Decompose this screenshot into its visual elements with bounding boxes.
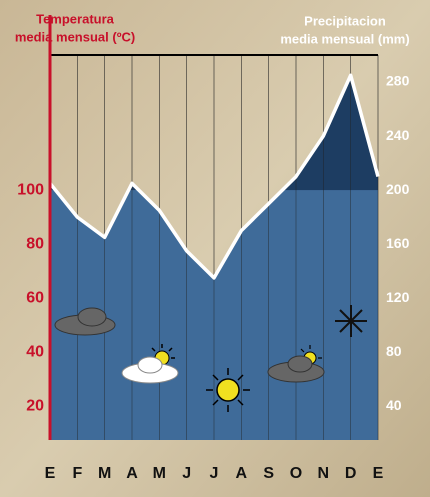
- x-tick-label: J: [182, 465, 191, 482]
- x-tick-label: F: [72, 465, 82, 482]
- x-tick-label: E: [45, 465, 56, 482]
- y2-tick-label: 200: [386, 181, 410, 197]
- x-tick-label: J: [210, 465, 219, 482]
- y2-tick-label: 160: [386, 235, 410, 251]
- x-tick-label: S: [263, 465, 274, 482]
- y-axis-title: media mensual (ºC): [15, 29, 135, 44]
- y2-axis-title: media mensual (mm): [280, 31, 409, 46]
- x-tick-label: M: [153, 465, 166, 482]
- y2-axis-title: Precipitacion: [304, 13, 386, 28]
- y-tick-label: 40: [26, 343, 44, 360]
- y-tick-label: 80: [26, 235, 44, 252]
- y2-tick-label: 80: [386, 343, 402, 359]
- x-tick-label: D: [345, 465, 357, 482]
- y2-tick-label: 240: [386, 127, 410, 143]
- y-tick-label: 100: [17, 181, 44, 198]
- y-axis-title: Temperatura: [36, 11, 115, 26]
- y-tick-label: 20: [26, 397, 44, 414]
- x-tick-label: A: [126, 465, 138, 482]
- y2-tick-label: 120: [386, 289, 410, 305]
- y-tick-label: 60: [26, 289, 44, 306]
- x-tick-label: O: [290, 465, 302, 482]
- x-tick-label: E: [373, 465, 384, 482]
- y2-tick-label: 40: [386, 397, 402, 413]
- x-tick-label: M: [98, 465, 111, 482]
- chart: 204060801004080120160200240280EFMAMJJASO…: [0, 0, 430, 497]
- x-tick-label: A: [236, 465, 248, 482]
- x-tick-label: N: [318, 465, 330, 482]
- y2-tick-label: 280: [386, 73, 410, 89]
